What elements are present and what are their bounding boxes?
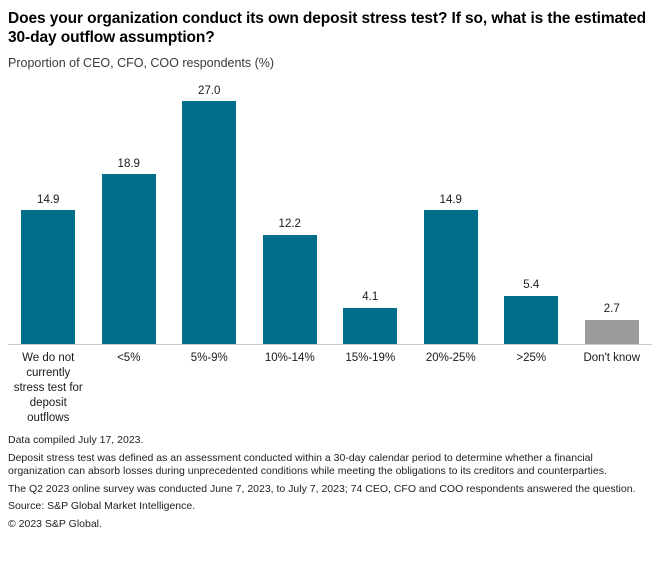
footnote-survey: The Q2 2023 online survey was conducted … xyxy=(8,482,636,495)
footnote-copyright: © 2023 S&P Global. xyxy=(8,517,102,530)
bar-value-label: 14.9 xyxy=(439,193,462,206)
bar-value-label: 27.0 xyxy=(198,84,221,97)
bar xyxy=(343,307,398,345)
footnote-source: Source: S&P Global Market Intelligence. xyxy=(8,500,196,513)
footnote-data-compiled: Data compiled July 17, 2023. xyxy=(8,434,144,447)
x-axis-category-label: 10%-14% xyxy=(264,352,315,365)
bar-value-label: 18.9 xyxy=(117,157,140,170)
bar-value-label: 5.4 xyxy=(523,279,540,292)
bar xyxy=(423,210,478,345)
x-axis-category-label: >25% xyxy=(516,352,547,365)
bar-group: 4.1 xyxy=(330,291,411,345)
x-axis-category-label: 15%-19% xyxy=(345,352,396,365)
bar-group: 14.9 xyxy=(411,194,492,345)
x-axis-line xyxy=(8,344,652,346)
bar-group: 12.2 xyxy=(250,218,331,345)
bar-group: 5.4 xyxy=(491,279,572,345)
chart-title: Does your organization conduct its own d… xyxy=(8,10,647,47)
bar-value-label: 12.2 xyxy=(278,217,301,230)
x-axis-category-label: 20%-25% xyxy=(425,352,476,365)
x-axis-category-label: <5% xyxy=(117,352,141,365)
x-axis-category-label: We do not currently stress test for depo… xyxy=(13,352,83,425)
bar-group: 14.9 xyxy=(8,194,89,345)
plot-area: 14.9 18.9 27.0 12.2 4.1 14.9 5.4 2.7 xyxy=(8,82,653,345)
bar xyxy=(182,101,237,345)
bar-value-label: 2.7 xyxy=(603,303,620,316)
footnotes: Data compiled July 17, 2023. Deposit str… xyxy=(8,434,652,531)
bar xyxy=(101,174,156,345)
x-axis-labels: We do not currently stress test for depo… xyxy=(8,345,652,426)
x-axis-category-label: Don't know xyxy=(583,352,641,365)
bar xyxy=(584,320,639,345)
bar-value-label: 4.1 xyxy=(362,290,379,303)
bar xyxy=(262,234,317,345)
bar-group: 27.0 xyxy=(169,85,250,345)
bar xyxy=(21,210,76,345)
bar xyxy=(504,295,559,345)
chart-subtitle: Proportion of CEO, CFO, COO respondents … xyxy=(8,56,275,71)
bar-value-label: 14.9 xyxy=(37,193,60,206)
x-axis-category-label: 5%-9% xyxy=(190,352,228,365)
footnote-definition: Deposit stress test was defined as an as… xyxy=(8,451,607,478)
bar-group: 18.9 xyxy=(89,158,170,345)
bar-group: 2.7 xyxy=(572,303,653,345)
